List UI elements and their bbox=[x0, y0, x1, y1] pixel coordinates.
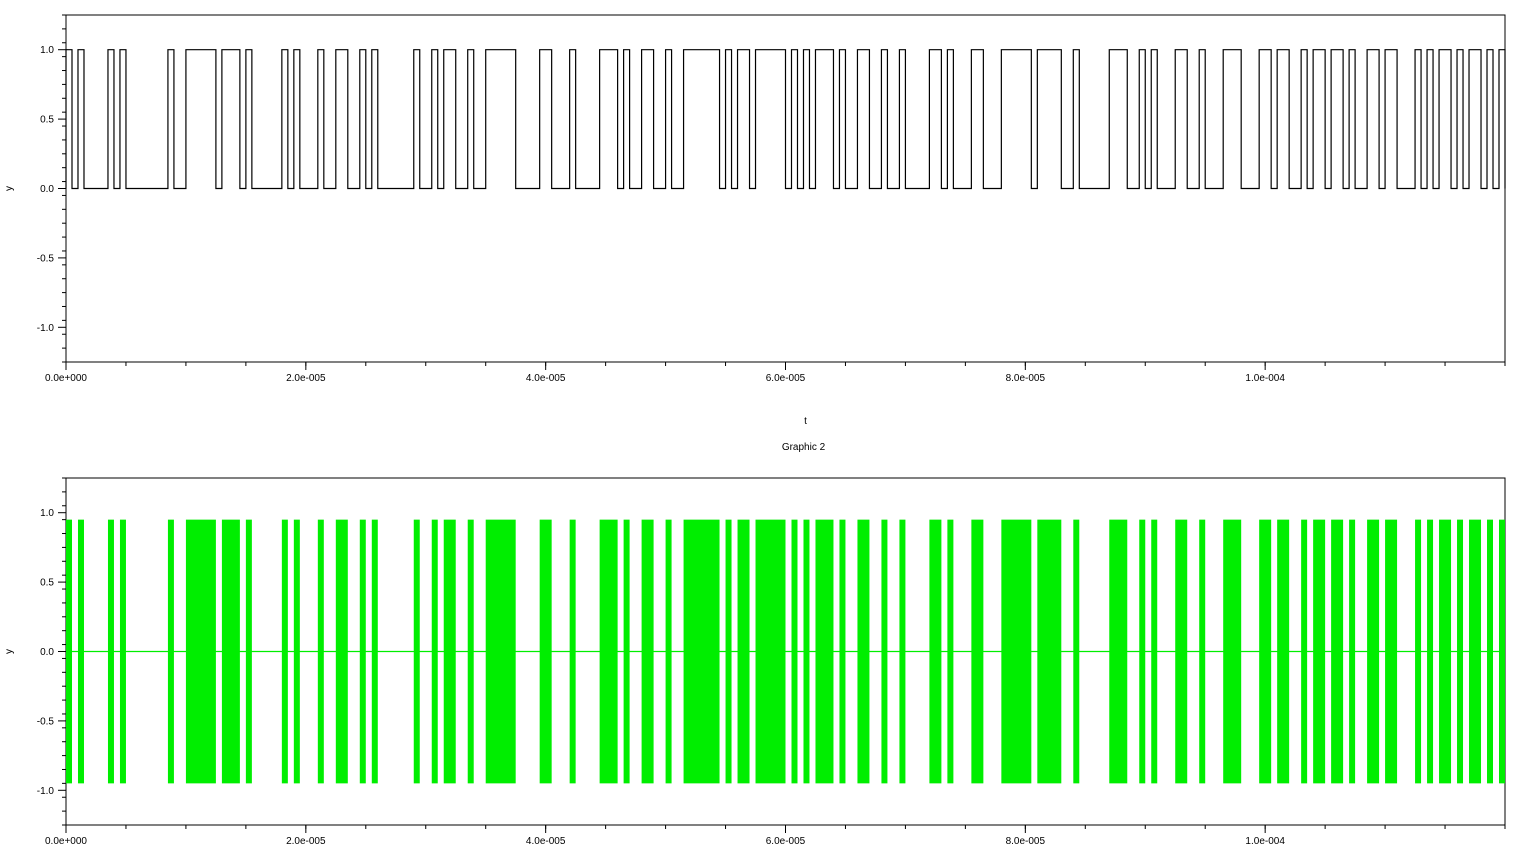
modulated-burst bbox=[431, 519, 438, 784]
modulated-burst bbox=[623, 519, 630, 784]
x-tick-label: 0.0e+000 bbox=[45, 836, 87, 847]
modulated-burst bbox=[881, 519, 888, 784]
modulated-burst bbox=[185, 519, 216, 784]
modulated-burst bbox=[569, 519, 576, 784]
modulated-burst bbox=[665, 519, 672, 784]
modulated-burst bbox=[755, 519, 786, 784]
x-tick-label: 6.0e-005 bbox=[766, 373, 806, 384]
modulated-burst bbox=[443, 519, 456, 784]
modulated-burst bbox=[839, 519, 846, 784]
modulated-burst bbox=[1349, 519, 1356, 784]
modulated-burst bbox=[599, 519, 618, 784]
x-tick-label: 1.0e-004 bbox=[1245, 836, 1285, 847]
modulated-burst bbox=[107, 519, 114, 784]
modulated-burst bbox=[1439, 519, 1452, 784]
modulated-burst bbox=[683, 519, 720, 784]
modulated-burst bbox=[947, 519, 954, 784]
modulated-burst bbox=[1277, 519, 1290, 784]
modulated-burst bbox=[725, 519, 732, 784]
x-tick-label: 2.0e-005 bbox=[286, 373, 326, 384]
modulated-burst bbox=[281, 519, 288, 784]
signal-series-line bbox=[65, 49, 1506, 190]
modulated-burst bbox=[359, 519, 366, 784]
y-tick-label: 0.0 bbox=[40, 184, 54, 195]
modulated-burst bbox=[737, 519, 750, 784]
modulated-burst bbox=[1139, 519, 1146, 784]
modulated-burst bbox=[1313, 519, 1326, 784]
modulated-burst bbox=[1457, 519, 1464, 784]
y-tick-label: 0.5 bbox=[40, 578, 54, 589]
x-tick-label: 1.0e-004 bbox=[1245, 373, 1285, 384]
modulated-burst bbox=[1223, 519, 1242, 784]
modulated-burst bbox=[803, 519, 810, 784]
modulated-burst bbox=[857, 519, 870, 784]
modulated-burst bbox=[1259, 519, 1272, 784]
y-tick-label: -1.0 bbox=[37, 323, 55, 334]
modulated-burst bbox=[119, 519, 126, 784]
modulated-burst bbox=[641, 519, 654, 784]
modulated-burst bbox=[971, 519, 984, 784]
modulated-burst bbox=[167, 519, 174, 784]
y-axis-label: y bbox=[4, 649, 15, 654]
x-tick-label: 8.0e-005 bbox=[1006, 373, 1046, 384]
x-tick-label: 4.0e-005 bbox=[526, 373, 566, 384]
modulated-burst bbox=[1415, 519, 1422, 784]
modulated-burst bbox=[467, 519, 474, 784]
modulated-burst bbox=[1109, 519, 1128, 784]
y-tick-label: -0.5 bbox=[37, 253, 55, 264]
y-tick-label: 0.5 bbox=[40, 115, 54, 126]
y-axis-label: y bbox=[4, 186, 15, 191]
plot-1-digital-signal: -1.0 -0.5 0.0 0.5 1.0 0.0e+000 2.0e-005 4.0e-00… bbox=[4, 14, 1506, 427]
y-tick-label: -0.5 bbox=[37, 716, 55, 727]
modulated-burst bbox=[335, 519, 348, 784]
x-tick-label: 2.0e-005 bbox=[286, 836, 326, 847]
modulated-burst bbox=[1175, 519, 1188, 784]
modulated-burst bbox=[1001, 519, 1032, 784]
modulated-burst bbox=[1487, 519, 1494, 784]
modulated-burst bbox=[1331, 519, 1344, 784]
modulated-burst bbox=[929, 519, 942, 784]
modulated-burst bbox=[1151, 519, 1158, 784]
x-axis-label: t bbox=[804, 416, 807, 427]
modulated-burst bbox=[539, 519, 552, 784]
modulated-burst bbox=[1367, 519, 1380, 784]
chart-title: Graphic 2 bbox=[782, 442, 826, 453]
x-tick-label: 4.0e-005 bbox=[526, 836, 566, 847]
modulated-burst bbox=[1385, 519, 1398, 784]
modulated-burst bbox=[1073, 519, 1080, 784]
modulated-burst bbox=[245, 519, 252, 784]
modulated-burst bbox=[1199, 519, 1206, 784]
y-tick-label: -1.0 bbox=[37, 786, 55, 797]
y-tick-label: 1.0 bbox=[40, 45, 54, 56]
modulated-burst bbox=[1427, 519, 1434, 784]
modulated-burst bbox=[77, 519, 84, 784]
plot-2-modulated-signal: -1.0 -0.5 0.0 0.5 1.0 0.0e+000 2.0e-005 4.0e-00… bbox=[4, 442, 1506, 847]
y-tick-label: 1.0 bbox=[40, 508, 54, 519]
modulated-burst bbox=[1037, 519, 1062, 784]
x-tick-label: 6.0e-005 bbox=[766, 836, 806, 847]
modulated-burst bbox=[1469, 519, 1482, 784]
modulated-burst bbox=[317, 519, 324, 784]
modulated-burst bbox=[66, 519, 72, 784]
modulated-burst bbox=[899, 519, 906, 784]
y-tick-label: 0.0 bbox=[40, 647, 54, 658]
modulated-burst bbox=[1499, 519, 1505, 784]
modulated-burst bbox=[791, 519, 798, 784]
x-tick-label: 0.0e+000 bbox=[45, 373, 87, 384]
modulated-burst bbox=[293, 519, 300, 784]
modulated-burst bbox=[1301, 519, 1308, 784]
modulated-burst bbox=[815, 519, 834, 784]
modulated-burst bbox=[485, 519, 516, 784]
modulated-burst bbox=[221, 519, 240, 784]
modulated-burst bbox=[413, 519, 420, 784]
x-tick-label: 8.0e-005 bbox=[1006, 836, 1046, 847]
modulated-burst bbox=[371, 519, 378, 784]
